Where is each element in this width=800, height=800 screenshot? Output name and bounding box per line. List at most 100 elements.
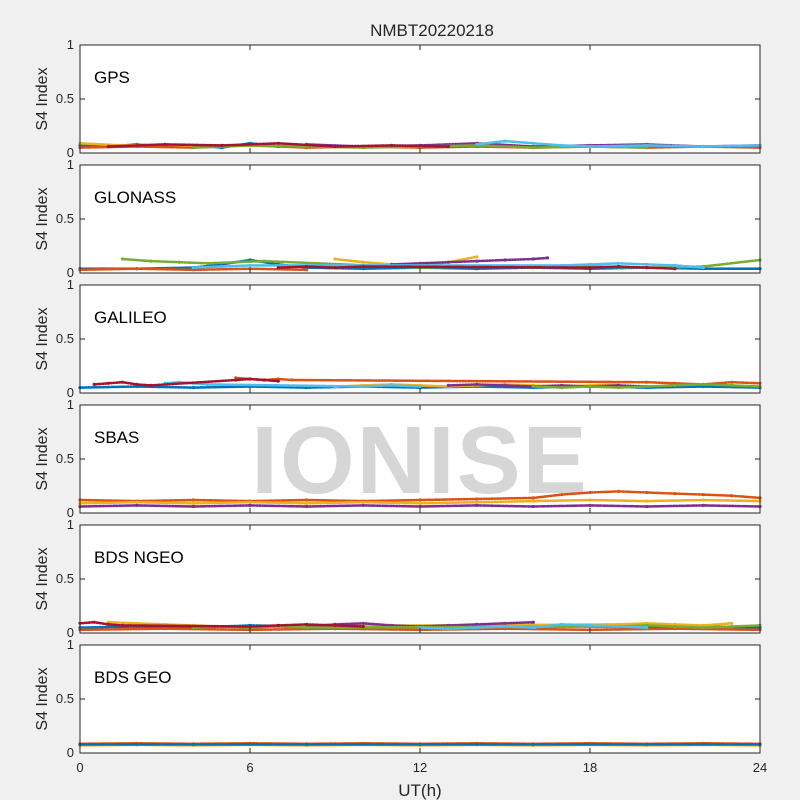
data-point xyxy=(730,624,734,629)
data-point xyxy=(701,626,705,630)
data-point xyxy=(730,494,734,498)
data-point xyxy=(248,624,252,629)
data-point xyxy=(560,386,564,390)
data-point xyxy=(333,144,337,149)
plot-area xyxy=(80,285,760,393)
data-point xyxy=(234,378,238,382)
data-point xyxy=(475,255,479,259)
data-point xyxy=(305,504,309,509)
x-tick-label: 12 xyxy=(413,760,427,775)
data-point xyxy=(645,742,649,747)
data-series xyxy=(475,139,762,149)
data-point xyxy=(220,264,224,269)
y-tick-label: 0.5 xyxy=(56,331,74,346)
x-axis-label: UT(h) xyxy=(398,781,441,800)
x-tick-label: 0 xyxy=(76,760,83,775)
data-point xyxy=(262,259,266,263)
data-point xyxy=(645,380,649,384)
data-point xyxy=(106,620,110,624)
data-point xyxy=(361,503,365,507)
data-point xyxy=(234,260,238,264)
y-tick-label: 0 xyxy=(67,505,74,520)
data-point xyxy=(545,256,550,260)
data-point xyxy=(531,141,535,145)
data-point xyxy=(163,142,167,146)
data-point xyxy=(205,382,210,386)
data-point xyxy=(560,383,564,387)
data-point xyxy=(135,382,139,386)
plot-area xyxy=(80,405,760,513)
data-point xyxy=(730,380,734,384)
data-point xyxy=(701,493,705,497)
data-point xyxy=(418,498,422,502)
y-tick-label: 0 xyxy=(67,265,74,280)
data-point xyxy=(135,503,139,507)
y-axis-label: S4 Index xyxy=(34,667,51,730)
data-point xyxy=(645,626,649,630)
data-point xyxy=(390,143,394,147)
data-point xyxy=(361,267,365,271)
data-point xyxy=(276,141,280,145)
data-point xyxy=(645,490,649,495)
data-point xyxy=(361,260,365,264)
x-tick-label: 24 xyxy=(753,760,767,775)
data-point xyxy=(418,504,422,509)
y-tick-label: 0.5 xyxy=(56,451,74,466)
data-point xyxy=(191,268,195,272)
data-series xyxy=(106,141,450,149)
data-point xyxy=(673,267,677,271)
series-line xyxy=(475,139,762,148)
data-point xyxy=(305,264,309,269)
data-point xyxy=(616,383,620,387)
data-point xyxy=(730,383,734,387)
data-point xyxy=(531,499,535,503)
data-point xyxy=(531,496,535,500)
plot-area xyxy=(80,45,760,153)
data-point xyxy=(616,624,620,629)
data-point xyxy=(503,621,507,625)
system-label: BDS NGEO xyxy=(94,548,184,567)
data-point xyxy=(248,263,252,267)
data-point xyxy=(475,503,479,507)
watermark-text: IONISE xyxy=(251,407,588,514)
data-point xyxy=(276,266,280,270)
y-axis-label: S4 Index xyxy=(34,427,51,490)
data-point xyxy=(503,139,507,143)
data-series xyxy=(390,256,550,266)
data-point xyxy=(588,144,592,149)
data-point xyxy=(135,500,139,504)
data-point xyxy=(475,626,479,630)
data-point xyxy=(446,144,450,149)
panel-sbas: IONISE 0 0.5 1 SBAS S4 Index xyxy=(34,397,762,520)
data-point xyxy=(645,266,649,270)
data-point xyxy=(645,499,649,503)
data-point xyxy=(305,742,309,747)
data-point xyxy=(645,623,649,628)
data-point xyxy=(673,492,677,496)
data-point xyxy=(418,501,422,505)
data-point xyxy=(305,626,309,630)
data-series xyxy=(276,264,677,271)
data-point xyxy=(616,261,620,265)
x-tick-label: 18 xyxy=(583,760,597,775)
data-point xyxy=(418,384,422,389)
data-point xyxy=(305,268,309,272)
figure-title: NMBT20220218 xyxy=(370,21,494,40)
data-point xyxy=(503,383,507,387)
data-point xyxy=(418,742,422,747)
plot-area xyxy=(80,645,760,753)
data-point xyxy=(475,497,479,501)
data-point xyxy=(92,620,96,624)
data-point xyxy=(361,500,365,504)
data-point xyxy=(248,377,252,381)
y-tick-label: 1 xyxy=(67,517,74,532)
data-point xyxy=(673,263,677,267)
data-point xyxy=(560,493,564,497)
data-point xyxy=(531,257,535,261)
data-point xyxy=(191,386,195,390)
data-point xyxy=(560,622,564,627)
y-tick-label: 0.5 xyxy=(56,211,74,226)
data-point xyxy=(149,383,153,387)
data-point xyxy=(191,501,195,505)
data-series xyxy=(78,620,365,629)
